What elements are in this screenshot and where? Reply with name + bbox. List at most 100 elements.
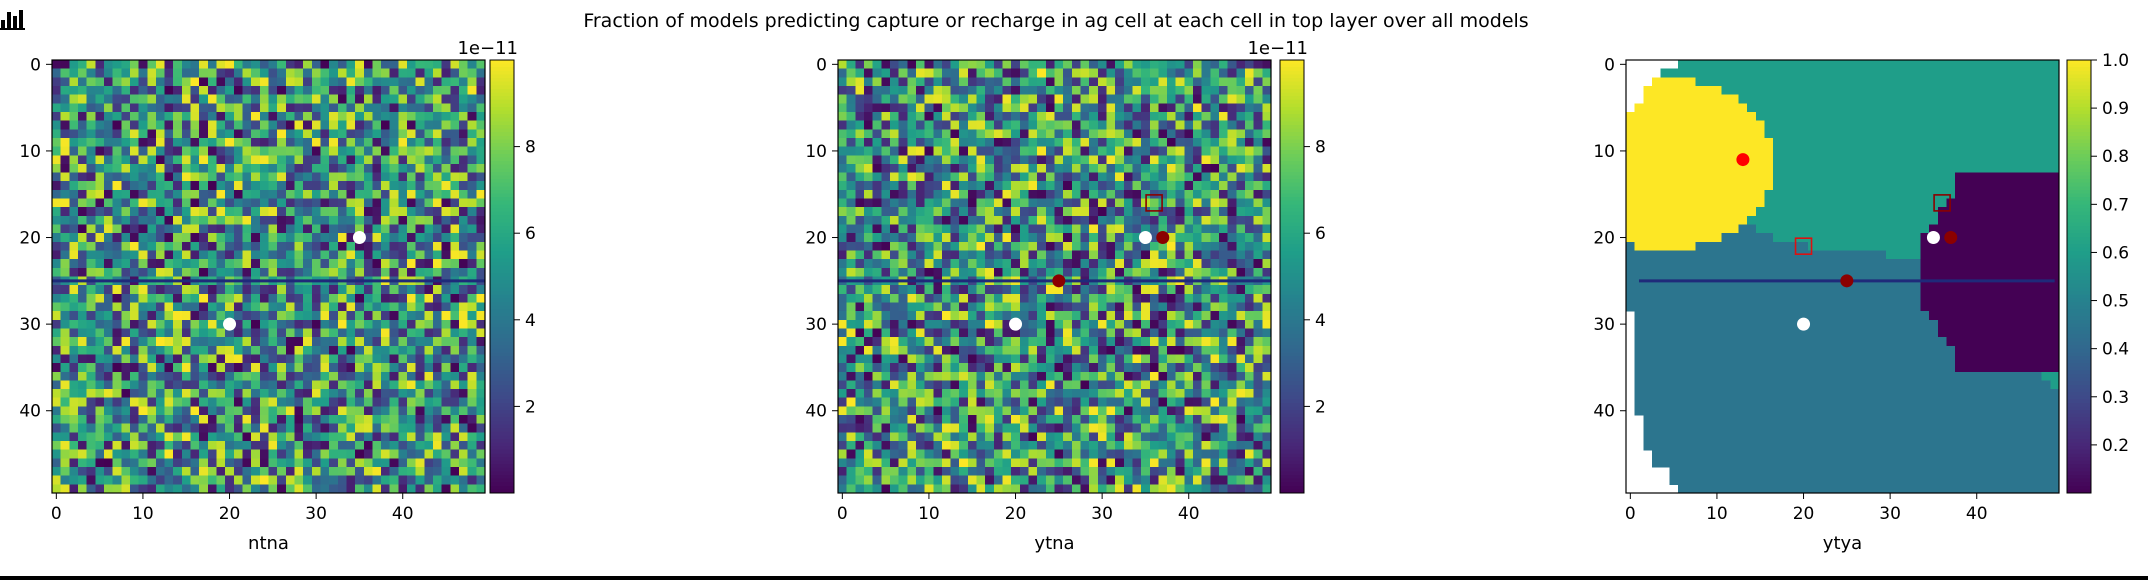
heatmap-cell: [985, 371, 995, 382]
heatmap-cell: [1201, 103, 1211, 113]
heatmap-cell: [889, 259, 900, 269]
heatmap-cell: [372, 311, 382, 321]
heatmap-cell: [415, 189, 425, 200]
heatmap-cell: [303, 172, 313, 182]
heatmap-cell: [846, 215, 856, 226]
colorbar-segment: [490, 428, 514, 433]
heatmap-cell: [407, 215, 417, 226]
heatmap-cell: [155, 94, 166, 104]
heatmap-cell: [346, 363, 356, 373]
heatmap-cell: [199, 415, 209, 425]
heatmap-cell: [320, 259, 330, 269]
heatmap-cell: [1141, 337, 1151, 347]
heatmap-cell: [933, 155, 943, 165]
heatmap-cell: [294, 267, 304, 278]
heatmap-cell: [976, 449, 986, 459]
heatmap-cell: [407, 363, 417, 373]
heatmap-cell: [320, 363, 330, 373]
heatmap-cell: [1184, 285, 1194, 295]
heatmap-cell: [1262, 215, 1272, 226]
heatmap-cell: [1011, 371, 1021, 382]
heatmap-cell: [155, 337, 166, 347]
heatmap-cell: [337, 215, 348, 226]
heatmap-cell: [242, 241, 252, 252]
heatmap-cell: [967, 146, 978, 156]
heatmap-cell: [147, 397, 157, 407]
bar-chart-icon[interactable]: [0, 6, 26, 30]
heatmap-cell: [147, 68, 157, 78]
heatmap-cell: [294, 449, 304, 459]
heatmap-cell: [259, 224, 270, 234]
heatmap-cell: [216, 380, 226, 390]
heatmap-cell: [129, 155, 140, 165]
heatmap-cell: [1115, 432, 1125, 442]
heatmap-cell: [311, 94, 322, 104]
heatmap-cell: [355, 389, 365, 399]
heatmap-cell: [155, 68, 166, 78]
heatmap-cell: [95, 172, 105, 182]
heatmap-cell: [1115, 337, 1125, 347]
heatmap-cell: [337, 85, 348, 96]
heatmap-cell: [407, 432, 417, 442]
heatmap-cell: [459, 380, 469, 390]
heatmap-cell: [69, 371, 79, 382]
heatmap-cell: [1080, 224, 1090, 234]
heatmap-cell: [1106, 415, 1116, 425]
heatmap-cell: [294, 111, 304, 122]
heatmap-cell: [1253, 85, 1263, 96]
heatmap-cell: [1219, 233, 1229, 243]
heatmap-cell: [329, 458, 339, 468]
heatmap-cell: [77, 215, 88, 226]
heatmap-cell: [121, 60, 131, 70]
heatmap-cell: [303, 267, 313, 278]
heatmap-cell: [1063, 397, 1073, 407]
heatmap-cell: [1201, 319, 1211, 330]
heatmap-cell: [147, 475, 157, 485]
heatmap-cell: [389, 319, 399, 330]
heatmap-cell: [459, 475, 469, 485]
colorbar-segment: [490, 193, 514, 198]
heatmap-cell: [320, 120, 330, 130]
heatmap-cell: [1184, 215, 1194, 226]
heatmap-cell: [1080, 389, 1090, 399]
heatmap-cell: [398, 415, 408, 425]
heatmap-cell: [1063, 120, 1073, 130]
heatmap-cell: [959, 198, 969, 208]
heatmap-cell: [77, 302, 88, 312]
heatmap-cell: [1097, 354, 1108, 364]
heatmap-cell: [915, 371, 926, 382]
heatmap-cell: [277, 77, 287, 87]
heatmap-cell: [450, 259, 460, 269]
heatmap-cell: [207, 267, 218, 278]
heatmap-cell: [363, 432, 374, 442]
heatmap-cell: [838, 423, 848, 433]
heatmap-cell: [950, 397, 960, 407]
heatmap-cell: [372, 267, 382, 278]
heatmap-cell: [121, 146, 131, 156]
heatmap-cell: [1132, 441, 1142, 451]
heatmap-cell: [164, 319, 174, 330]
heatmap-cell: [1184, 397, 1194, 407]
heatmap-cell: [1097, 337, 1108, 347]
heatmap-cell: [1097, 181, 1108, 191]
heatmap-cell: [1219, 345, 1229, 356]
heatmap-cell: [433, 241, 443, 252]
heatmap-cell: [1193, 155, 1203, 165]
heatmap-cell: [993, 302, 1004, 312]
heatmap-cell: [915, 60, 926, 70]
heatmap-cell: [450, 68, 460, 78]
heatmap-cell: [199, 224, 209, 234]
heatmap-cell: [259, 285, 270, 295]
heatmap-cell: [1123, 163, 1134, 174]
heatmap-cell: [1045, 120, 1056, 130]
heatmap-cell: [225, 285, 235, 295]
heatmap-cell: [1080, 371, 1090, 382]
heatmap-cell: [1184, 241, 1194, 252]
heatmap-cell: [1175, 224, 1185, 234]
heatmap-cell: [86, 111, 96, 122]
heatmap-cell: [1063, 415, 1073, 425]
heatmap-cell: [1132, 198, 1142, 208]
heatmap-cell: [1245, 207, 1255, 217]
heatmap-cell: [103, 345, 114, 356]
heatmap-cell: [1115, 389, 1125, 399]
